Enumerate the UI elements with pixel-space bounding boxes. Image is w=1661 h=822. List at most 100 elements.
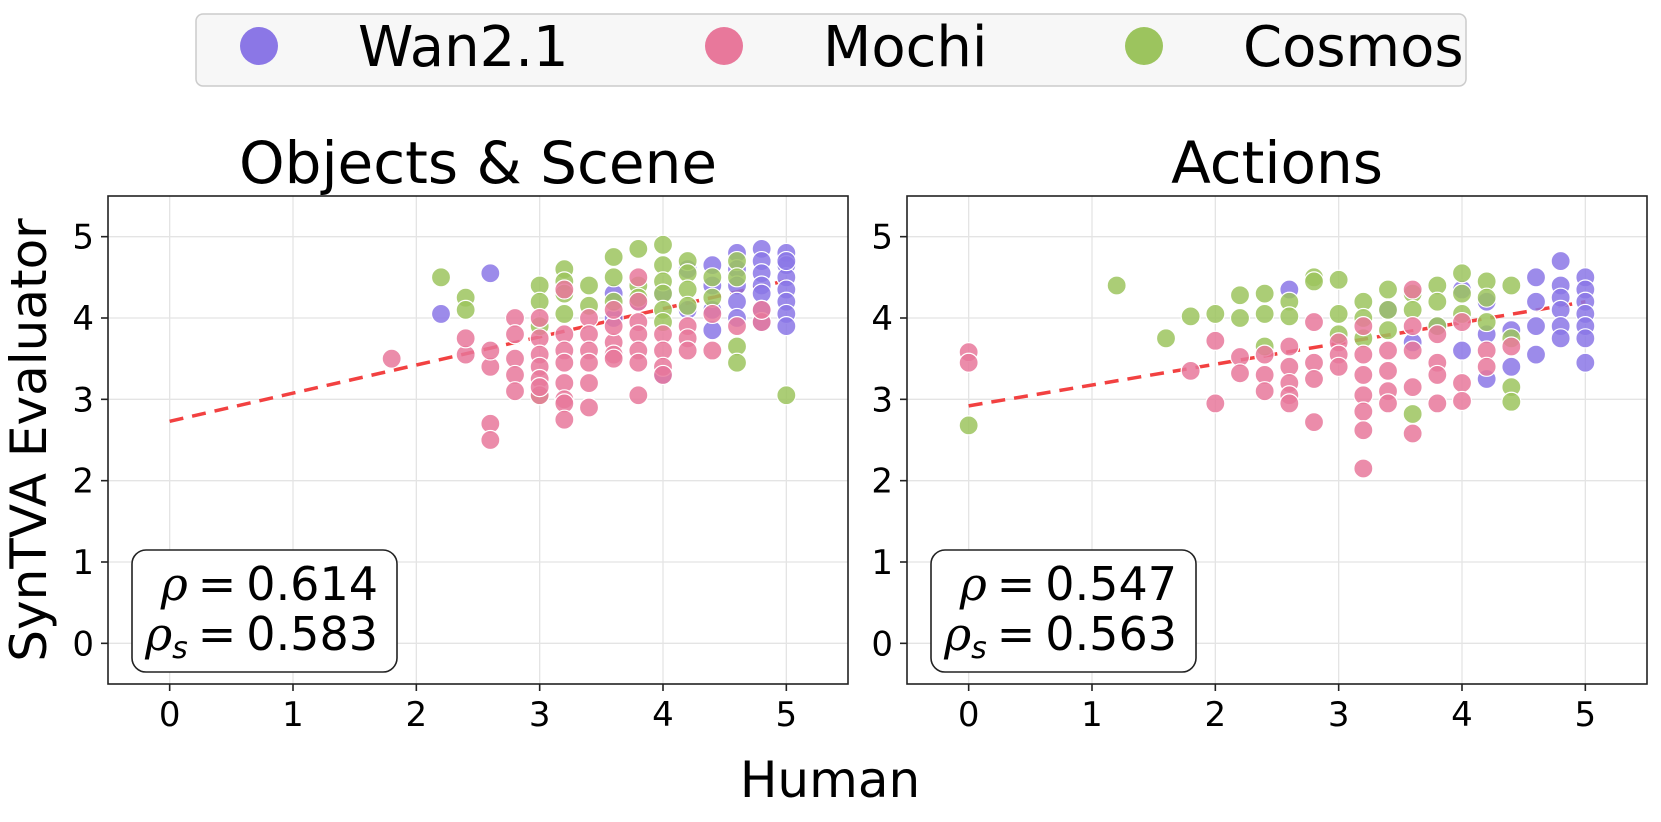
x-tick-label: 4 (1451, 695, 1473, 735)
point-mochi (1254, 381, 1275, 402)
point-mochi (1427, 364, 1448, 386)
point-cosmos (1501, 275, 1522, 296)
point-mochi (1427, 393, 1448, 414)
point-mochi (1451, 311, 1473, 333)
legend-label-wan: Wan2.1 (358, 15, 569, 80)
point-mochi (726, 316, 748, 337)
point-wan21 (776, 250, 797, 272)
x-tick-label: 2 (406, 695, 428, 735)
legend-marker-mochi (705, 27, 743, 65)
panel-title-objects-scene: Objects & Scene (239, 129, 717, 197)
x-tick-label: 2 (1205, 695, 1227, 735)
scatter-points (958, 250, 1596, 479)
point-cosmos (1328, 269, 1349, 290)
point-cosmos (455, 299, 476, 320)
correlation-box-frame (930, 549, 1197, 673)
point-mochi (1353, 344, 1374, 365)
point-mochi (1402, 377, 1423, 398)
point-cosmos (578, 275, 600, 296)
point-mochi (529, 307, 550, 329)
point-mochi (554, 352, 575, 373)
point-cosmos (554, 303, 575, 325)
point-cosmos (1303, 271, 1325, 292)
legend-marker-wan (240, 27, 278, 65)
point-mochi (677, 340, 698, 361)
x-axis-label: Human (740, 751, 920, 809)
point-mochi (578, 352, 600, 373)
point-mochi (1303, 412, 1325, 433)
point-mochi (1353, 364, 1374, 386)
point-cosmos (1451, 263, 1473, 284)
x-tick-label: 3 (1328, 695, 1350, 735)
y-tick-label: 5 (871, 218, 893, 258)
point-cosmos (1106, 275, 1127, 296)
y-tick-label: 1 (72, 543, 94, 583)
point-mochi (1402, 423, 1423, 444)
point-wan21 (1451, 340, 1473, 361)
y-tick-label: 3 (871, 380, 893, 420)
rho-s-annotation: ρs = 0.583 (144, 607, 378, 666)
point-wan21 (1550, 250, 1571, 272)
point-cosmos (1254, 303, 1275, 325)
point-mochi (1205, 393, 1226, 414)
legend-label-mochi: Mochi (823, 15, 987, 80)
point-cosmos (603, 267, 624, 288)
point-mochi (529, 377, 550, 398)
point-cosmos (726, 352, 748, 373)
y-tick-label: 2 (871, 462, 893, 502)
x-tick-label: 5 (776, 695, 798, 735)
point-mochi (554, 279, 575, 300)
point-mochi (1402, 316, 1423, 337)
point-mochi (1353, 401, 1374, 422)
fit-line (968, 300, 1586, 408)
legend-marker-cosmos (1125, 27, 1163, 65)
point-cosmos (726, 267, 748, 288)
rho-annotation: ρ = 0.547 (959, 557, 1177, 611)
point-mochi (628, 291, 649, 312)
point-cosmos (652, 234, 674, 255)
point-mochi (1353, 458, 1374, 479)
point-cosmos (1377, 299, 1399, 320)
point-cosmos (1180, 306, 1201, 327)
point-cosmos (1155, 328, 1177, 349)
panel-actions: Actions 0 0 1 1 2 2 3 3 4 4 5 5 ρ = 0.547 ρs = 0.563 (871, 129, 1648, 735)
legend-label-cosmos: Cosmos (1243, 15, 1464, 80)
point-mochi (480, 429, 501, 451)
point-mochi (1279, 393, 1300, 414)
point-wan21 (1525, 344, 1547, 365)
point-cosmos (1427, 291, 1448, 312)
rho-value: 0.547 (1045, 557, 1177, 611)
y-tick-label: 4 (871, 299, 893, 339)
point-mochi (1451, 372, 1473, 394)
point-mochi (628, 267, 649, 288)
legend: Wan2.1 Mochi Cosmos (195, 13, 1467, 87)
point-mochi (628, 385, 649, 406)
point-wan21 (1575, 352, 1596, 373)
y-tick-label: 2 (72, 462, 94, 502)
point-cosmos (430, 267, 452, 288)
correlation-box: ρ = 0.547 ρs = 0.563 (930, 549, 1197, 673)
x-tick-label: 1 (282, 695, 304, 735)
rho-value: 0.614 (246, 557, 378, 611)
fit-line (169, 278, 787, 423)
point-mochi (1279, 336, 1300, 357)
point-cosmos (702, 267, 723, 288)
x-tick-label: 0 (159, 695, 181, 735)
point-mochi (1303, 368, 1325, 390)
point-cosmos (776, 385, 797, 406)
point-mochi (603, 299, 624, 320)
x-tick-label: 3 (529, 695, 551, 735)
point-cosmos (1205, 303, 1226, 325)
point-cosmos (1451, 283, 1473, 304)
point-cosmos (603, 246, 624, 268)
point-mochi (504, 381, 526, 402)
point-mochi (1451, 390, 1473, 412)
point-cosmos (1229, 285, 1251, 306)
scatter-points (381, 234, 797, 451)
point-mochi (1205, 330, 1226, 351)
point-cosmos (1328, 303, 1349, 325)
point-mochi (1328, 356, 1349, 377)
point-mochi (1353, 420, 1374, 441)
point-mochi (1377, 393, 1399, 414)
